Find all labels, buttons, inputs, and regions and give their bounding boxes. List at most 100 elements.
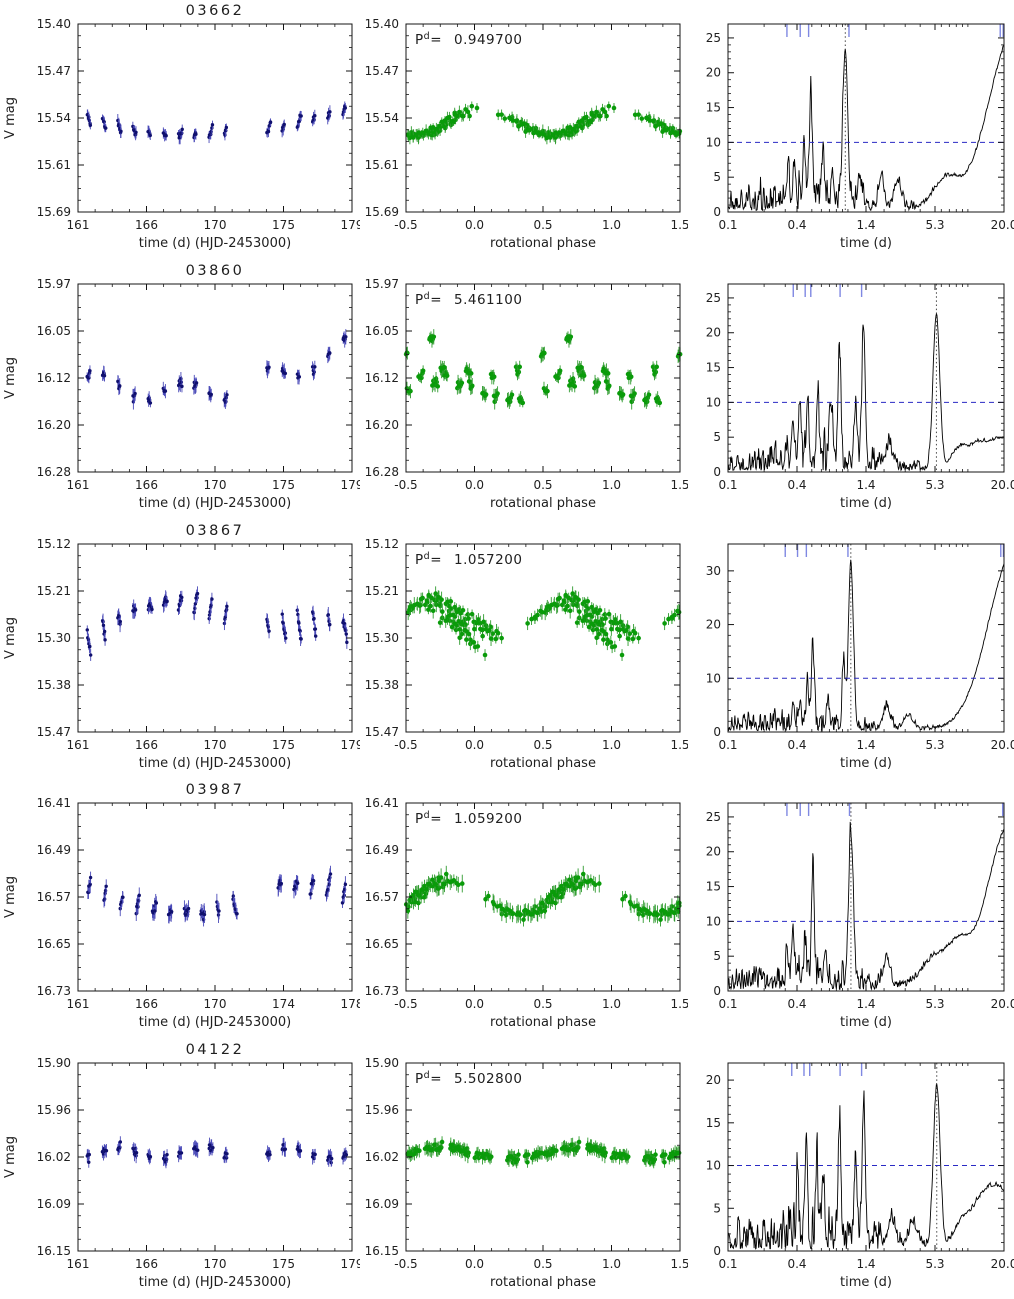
y-axis-label: V mag [3,357,18,399]
y-tick-label: 0 [713,725,721,739]
y-tick-label: 16.57 [365,890,399,904]
x-tick-label: 1.0 [602,1257,621,1271]
y-tick-label: 16.65 [37,937,71,951]
x-tick-label: 179 [341,218,360,232]
y-tick-label: 15.47 [365,725,399,739]
y-tick-label: 16.05 [365,324,399,338]
x-tick-label: 1.4 [856,1257,875,1271]
x-axis-label: time (d) (HJD-2453000) [139,496,291,511]
y-tick-label: 15.21 [365,584,399,598]
y-tick-label: 16.02 [37,1150,71,1164]
x-tick-label: 0.5 [533,738,552,752]
y-tick-label: 20 [706,617,721,631]
y-tick-label: 15.97 [37,277,71,291]
x-tick-label: 1.0 [602,997,621,1011]
y-tick-label: 5 [713,950,721,964]
y-tick-label: 25 [706,810,721,824]
phase-plot-04122: -0.5 0.0 0.5 1.0 1.5 15.90 15.96 16.02 16.09 16.1… [365,1056,688,1290]
x-tick-label: 1.5 [670,1257,688,1271]
x-tick-label: 166 [135,218,158,232]
x-tick-label: 20.0 [991,478,1014,492]
y-tick-label: 16.41 [365,796,399,810]
panel-title: 03867 [186,523,245,539]
x-tick-label: 20.0 [991,997,1014,1011]
x-axis-label: rotational phase [490,496,596,511]
y-tick-label: 16.02 [365,1150,399,1164]
x-axis-label: rotational phase [490,756,596,771]
x-tick-label: 175 [272,1257,295,1271]
periodogram-curve [728,559,1005,732]
x-tick-label: 166 [135,478,158,492]
x-tick-label: 20.0 [991,1257,1014,1271]
phase-plot-03860: -0.5 0.0 0.5 1.0 1.5 15.97 16.05 16.12 16.20 16.2… [365,277,688,511]
y-tick-label: 16.49 [365,843,399,857]
y-tick-label: 15.97 [365,277,399,291]
x-tick-label: 0.0 [465,997,484,1011]
x-tick-label: 5.3 [925,738,944,752]
period-annotation: Pd= 0.949700 [415,31,522,48]
x-tick-label: 1.4 [856,738,875,752]
x-tick-label: 1.4 [856,478,875,492]
figure-row-04122: 161 166 170 175 179 15.90 15.96 16.02 16.09 16.15… [0,1039,1014,1299]
x-tick-label: 0.5 [533,218,552,232]
x-tick-label: 0.5 [533,478,552,492]
y-tick-label: 16.65 [365,937,399,951]
figure-row-03867: 161 166 170 175 179 15.12 15.21 15.30 15.38 15.47… [0,520,1014,780]
x-tick-label: -0.5 [394,1257,417,1271]
x-axis-label: time (d) [840,756,892,771]
x-tick-label: 0.0 [465,1257,484,1271]
x-tick-label: 1.0 [602,218,621,232]
x-tick-label: 170 [204,478,227,492]
x-tick-label: 1.5 [670,478,688,492]
figure-row-03662: 161 166 170 175 179 15.40 15.47 15.54 15.61 15.69… [0,0,1014,260]
y-tick-label: 16.28 [37,465,71,479]
y-tick-label: 15.54 [365,111,399,125]
y-tick-label: 15 [706,1116,721,1130]
y-tick-label: 16.49 [37,843,71,857]
y-tick-label: 15.96 [37,1103,71,1117]
x-tick-label: 170 [204,738,227,752]
y-tick-label: 20 [706,326,721,340]
periodogram-plot-03662: 0.1 0.4 1.4 5.3 20.0 0 5 10 15 20 25 time (d) [706,23,1014,251]
x-tick-label: 5.3 [925,478,944,492]
y-tick-label: 16.09 [365,1197,399,1211]
x-tick-label: 170 [204,997,227,1011]
periodogram-curve [727,311,1005,472]
lightcurve-plot-03860: 161 166 170 175 179 15.97 16.05 16.12 16.20 16.28… [3,263,360,511]
period-annotation: Pd= 1.057200 [415,551,522,568]
x-tick-label: 0.1 [718,1257,737,1271]
x-tick-label: 0.5 [533,1257,552,1271]
x-axis-label: rotational phase [490,1275,596,1290]
y-tick-label: 16.73 [37,984,71,998]
figure-row-03987: 161 166 170 174 178 16.41 16.49 16.57 16.65 16.73… [0,779,1014,1039]
x-tick-label: 1.4 [856,218,875,232]
x-tick-label: 0.4 [787,1257,806,1271]
y-tick-label: 15.69 [37,205,71,219]
x-tick-label: 161 [67,1257,90,1271]
x-tick-label: 5.3 [925,218,944,232]
y-tick-label: 16.28 [365,465,399,479]
y-tick-label: 15.40 [37,17,71,31]
x-axis-label: time (d) (HJD-2453000) [139,756,291,771]
y-axis-label: V mag [3,97,18,139]
x-axis-label: time (d) [840,236,892,251]
x-tick-label: 175 [272,478,295,492]
x-tick-label: 175 [272,218,295,232]
y-tick-label: 20 [706,66,721,80]
lightcurve-plot-04122: 161 166 170 175 179 15.90 15.96 16.02 16.09 16.15… [3,1042,360,1290]
y-tick-label: 16.20 [37,418,71,432]
x-tick-label: 166 [135,997,158,1011]
y-tick-label: 0 [713,205,721,219]
x-tick-label: 1.5 [670,738,688,752]
x-tick-label: 0.0 [465,738,484,752]
x-tick-label: 1.5 [670,218,688,232]
y-tick-label: 0 [713,984,721,998]
y-tick-label: 16.15 [365,1244,399,1258]
y-tick-label: 15.54 [37,111,71,125]
x-tick-label: -0.5 [394,218,417,232]
period-annotation: Pd= 1.059200 [415,810,522,827]
y-tick-label: 16.05 [37,324,71,338]
x-tick-label: 175 [272,738,295,752]
y-tick-label: 25 [706,291,721,305]
